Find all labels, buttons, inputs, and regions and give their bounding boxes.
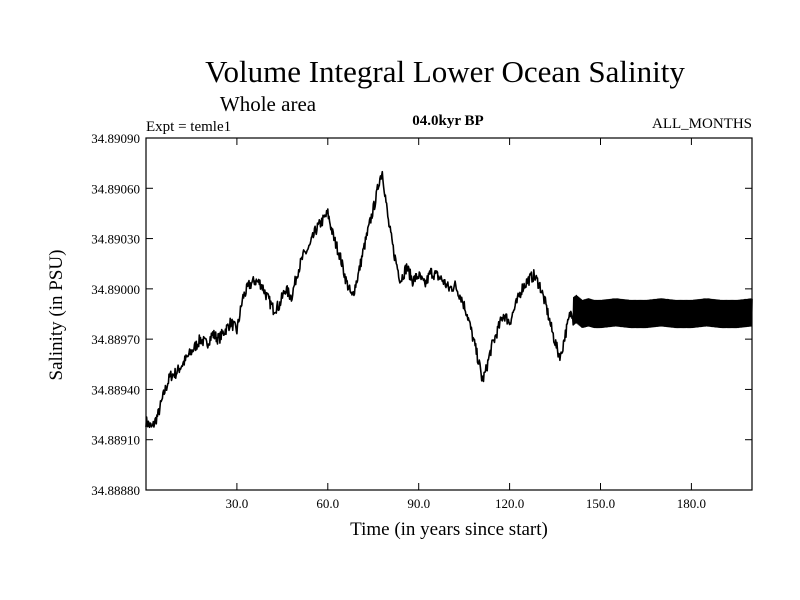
y-tick-label: 34.88970 bbox=[91, 332, 140, 347]
x-axis: 30.0 60.0 90.0 120.0 150.0 180.0 bbox=[226, 138, 706, 511]
y-axis: 34.88880 34.88910 34.88940 34.88970 34.89000… bbox=[91, 131, 752, 498]
x-tick-label: 120.0 bbox=[495, 496, 524, 511]
y-tick-label: 34.89000 bbox=[91, 282, 140, 297]
y-tick-label: 34.88880 bbox=[91, 483, 140, 498]
x-axis-label: Time (in years since start) bbox=[350, 519, 548, 540]
x-tick-label: 90.0 bbox=[407, 496, 430, 511]
plot-frame bbox=[145, 137, 753, 491]
period-label: 04.0kyr BP bbox=[412, 113, 483, 129]
salinity-series-line bbox=[145, 170, 753, 429]
chart-subtitle: Whole area bbox=[220, 92, 317, 116]
experiment-label: Expt = temle1 bbox=[146, 119, 231, 135]
y-tick-label: 34.88910 bbox=[91, 433, 140, 448]
y-tick-label: 34.89090 bbox=[91, 131, 140, 146]
x-tick-label: 60.0 bbox=[316, 496, 339, 511]
x-tick-label: 30.0 bbox=[226, 496, 249, 511]
y-tick-label: 34.89060 bbox=[91, 181, 140, 196]
y-tick-label: 34.88940 bbox=[91, 382, 140, 397]
y-tick-label: 34.89030 bbox=[91, 232, 140, 247]
months-label: ALL_MONTHS bbox=[652, 116, 752, 132]
x-tick-label: 180.0 bbox=[677, 496, 706, 511]
y-axis-label: Salinity (in PSU) bbox=[46, 250, 67, 381]
chart-title: Volume Integral Lower Ocean Salinity bbox=[205, 54, 685, 89]
x-tick-label: 150.0 bbox=[586, 496, 615, 511]
